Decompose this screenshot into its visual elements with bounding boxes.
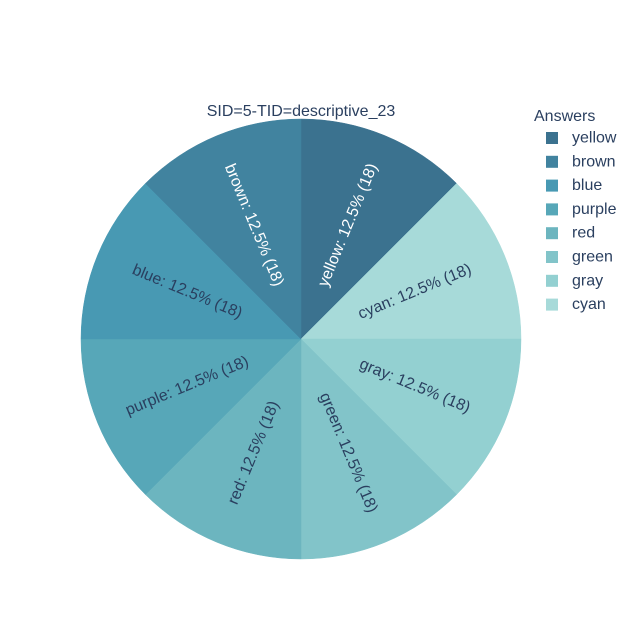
legend-label-green: green xyxy=(572,249,613,266)
legend-swatch-green xyxy=(546,251,558,263)
pie-slice-brown xyxy=(145,118,302,340)
legend-swatch-red xyxy=(546,227,558,240)
legend-item-gray[interactable]: gray xyxy=(546,272,603,289)
legend-item-brown[interactable]: brown xyxy=(546,153,616,170)
legend-item-cyan[interactable]: cyan xyxy=(546,296,606,313)
legend-label-brown: brown xyxy=(572,153,616,170)
legend-label-gray: gray xyxy=(572,272,603,289)
legend-label-yellow: yellow xyxy=(572,130,617,147)
legend-swatch-purple xyxy=(546,203,558,216)
pie-slice-blue xyxy=(80,183,302,340)
legend-swatch-cyan xyxy=(546,298,558,311)
pie-slice-gray xyxy=(300,338,522,495)
legend-label-red: red xyxy=(572,225,595,242)
legend: Answers yellow brown blue purple red green gra… xyxy=(534,108,617,313)
legend-item-red[interactable]: red xyxy=(546,225,595,242)
legend-title: Answers xyxy=(534,108,595,125)
chart-title: SID=5-TID=descriptive_23 xyxy=(207,103,396,120)
legend-item-blue[interactable]: blue xyxy=(546,177,602,194)
pie-slices xyxy=(80,118,522,560)
legend-label-blue: blue xyxy=(572,177,602,194)
legend-swatch-brown xyxy=(546,155,558,168)
legend-label-purple: purple xyxy=(572,201,617,218)
legend-swatch-blue xyxy=(546,179,558,192)
legend-swatch-yellow xyxy=(546,132,558,144)
pie-slice-red xyxy=(145,338,302,560)
legend-swatch-gray xyxy=(546,274,558,287)
pie-slice-yellow xyxy=(300,118,457,340)
legend-label-cyan: cyan xyxy=(572,296,606,313)
pie-slice-purple xyxy=(80,338,302,495)
legend-item-green[interactable]: green xyxy=(546,249,613,266)
legend-item-purple[interactable]: purple xyxy=(546,201,617,218)
pie-slice-green xyxy=(300,338,457,560)
legend-item-yellow[interactable]: yellow xyxy=(546,130,617,147)
pie-slice-cyan xyxy=(300,183,522,340)
